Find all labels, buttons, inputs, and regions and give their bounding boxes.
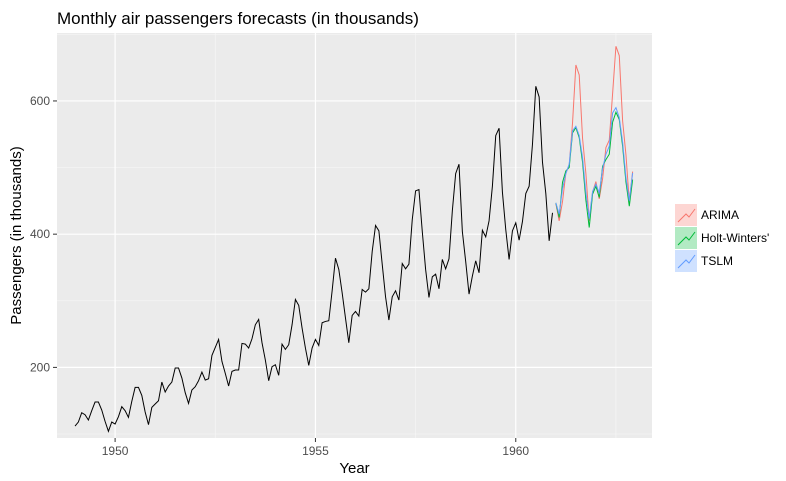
legend-label: Holt-Winters' — [701, 231, 769, 245]
x-axis-label: Year — [339, 460, 369, 477]
plot-panel — [57, 33, 652, 438]
legend-label: ARIMA — [701, 208, 739, 222]
legend-item-tslm: TSLM — [675, 250, 733, 272]
legend-key-line — [677, 231, 696, 246]
y-tick-label: 600 — [30, 94, 50, 108]
legend-key — [675, 204, 697, 226]
x-tick-label: 1955 — [302, 444, 329, 458]
x-tick-label: 1950 — [102, 444, 129, 458]
legend-label: TSLM — [701, 254, 733, 268]
legend-key — [675, 250, 697, 272]
legend-key-line — [677, 254, 696, 269]
y-axis-label: Passengers (in thousands) — [8, 146, 25, 324]
x-tick-label: 1960 — [502, 444, 529, 458]
legend-item-holt-winters: Holt-Winters' — [675, 227, 769, 249]
major-gridlines — [57, 33, 652, 438]
x-axis: 1950 1955 1960 — [102, 438, 529, 458]
y-axis: 200 400 600 — [30, 94, 57, 374]
series-layer — [74, 46, 634, 433]
history-line — [74, 86, 553, 433]
legend-item-arima: ARIMA — [675, 204, 739, 226]
y-tick-label: 200 — [30, 360, 50, 374]
y-tick-label: 400 — [30, 227, 50, 241]
legend: ARIMA Holt-Winters' TSLM — [675, 204, 769, 272]
chart-title: Monthly air passengers forecasts (in tho… — [57, 9, 419, 28]
legend-key-line — [677, 208, 696, 223]
legend-key — [675, 227, 697, 249]
forecast-line-tslm — [555, 106, 634, 219]
